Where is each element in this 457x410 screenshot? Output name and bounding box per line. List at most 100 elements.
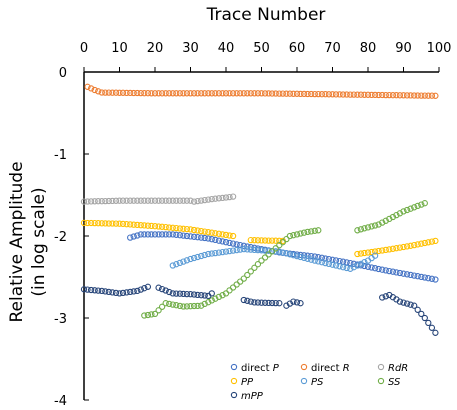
data-point: [151, 197, 159, 204]
data-point: [176, 225, 184, 232]
data-point: [308, 90, 315, 98]
data-point: [432, 329, 439, 336]
data-point: [151, 231, 159, 238]
data-point: [350, 260, 357, 267]
x-tick-label: 10: [111, 41, 128, 56]
data-point: [265, 247, 272, 254]
data-point: [265, 299, 272, 307]
data-point: [286, 90, 294, 97]
data-point: [315, 227, 322, 234]
data-point: [183, 257, 191, 264]
data-point: [173, 224, 180, 232]
data-point: [176, 259, 184, 267]
data-point: [386, 91, 393, 99]
data-point: [261, 237, 269, 244]
data-point: [389, 92, 397, 99]
data-point: [155, 284, 162, 291]
data-point: [315, 254, 322, 261]
legend-item: direct P: [230, 363, 280, 374]
data-point: [357, 91, 365, 98]
data-point: [393, 211, 400, 219]
series-ss: [141, 200, 428, 319]
data-point: [190, 198, 198, 205]
data-point: [208, 229, 215, 236]
data-point: [318, 91, 326, 98]
data-point: [158, 223, 166, 230]
data-point: [396, 269, 404, 277]
data-point: [418, 310, 425, 318]
x-tick-label: 0: [80, 41, 88, 56]
data-point: [425, 92, 432, 99]
data-point: [411, 204, 418, 211]
data-point: [91, 198, 98, 205]
data-point: [194, 197, 201, 205]
data-point: [354, 262, 361, 269]
data-point: [244, 297, 251, 304]
data-point: [329, 261, 336, 268]
data-point: [265, 90, 272, 97]
data-point: [229, 240, 237, 247]
data-point: [226, 239, 233, 247]
data-point: [403, 92, 411, 99]
data-point: [403, 300, 411, 307]
data-point: [194, 302, 201, 310]
data-point: [151, 90, 159, 97]
data-point: [272, 299, 279, 307]
data-point: [180, 258, 187, 265]
data-point: [144, 283, 152, 290]
data-point: [229, 193, 237, 200]
data-point: [308, 228, 315, 235]
data-point: [403, 271, 411, 278]
data-point: [198, 292, 205, 299]
data-point: [400, 243, 407, 251]
data-point: [183, 90, 191, 97]
data-point: [407, 205, 414, 212]
data-point: [162, 90, 169, 97]
data-point: [272, 245, 279, 252]
data-point: [297, 253, 304, 261]
data-point: [208, 297, 215, 304]
data-point: [300, 229, 308, 236]
data-point: [229, 232, 237, 240]
data-point: [251, 90, 258, 97]
data-point: [198, 252, 205, 260]
data-point: [183, 232, 191, 240]
data-point: [144, 231, 152, 238]
data-point: [187, 291, 194, 298]
data-point: [190, 291, 198, 298]
data-point: [240, 90, 247, 97]
legend-label: RdR: [388, 363, 408, 374]
data-point: [119, 289, 127, 297]
data-point: [371, 222, 379, 229]
data-point: [386, 267, 393, 275]
data-point: [222, 239, 230, 246]
data-point: [176, 302, 184, 310]
data-point: [425, 239, 432, 246]
data-point: [144, 311, 152, 319]
series-rdr: [80, 193, 237, 205]
data-point: [80, 219, 88, 227]
legend-label: direct R: [311, 363, 350, 374]
data-point: [116, 220, 123, 227]
data-point: [350, 264, 357, 271]
data-point: [219, 194, 226, 202]
data-point: [421, 239, 428, 247]
data-point: [127, 234, 134, 241]
data-point: [123, 289, 130, 296]
data-point: [84, 286, 91, 293]
data-point: [300, 254, 308, 262]
data-point: [396, 298, 404, 305]
data-point: [148, 231, 155, 238]
data-point: [95, 287, 102, 294]
data-point: [332, 262, 340, 269]
data-point: [105, 288, 112, 296]
data-point: [212, 249, 219, 257]
data-point: [418, 240, 425, 247]
data-point: [91, 287, 98, 294]
data-point: [371, 91, 379, 99]
data-point: [393, 245, 400, 252]
legend-marker: [230, 391, 238, 399]
data-point: [183, 197, 191, 204]
legend-item: PP: [230, 377, 254, 388]
data-point: [155, 231, 162, 238]
